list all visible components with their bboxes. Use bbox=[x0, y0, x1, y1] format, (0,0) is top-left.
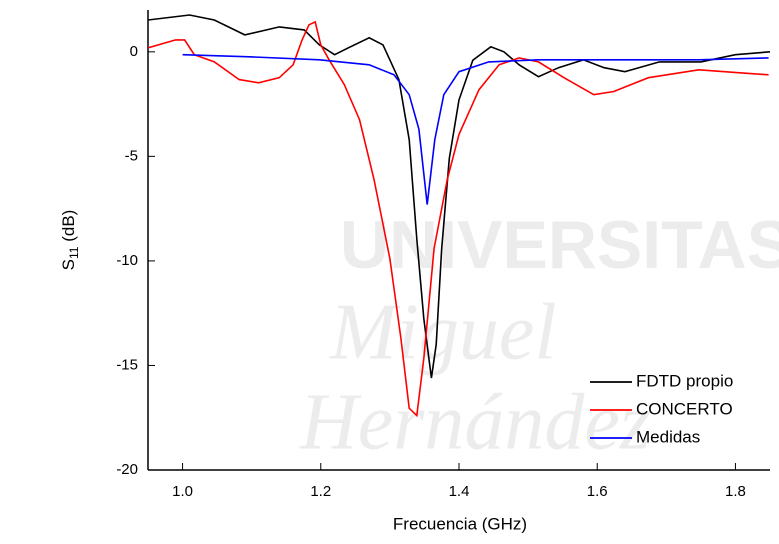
legend-label: CONCERTO bbox=[636, 399, 733, 418]
watermark-text: Hernández bbox=[299, 378, 651, 466]
legend-label: FDTD propio bbox=[636, 371, 733, 390]
y-axis-label-part: (dB) bbox=[59, 210, 78, 247]
plot-lines bbox=[148, 14, 770, 418]
y-tick-label: -15 bbox=[116, 356, 138, 373]
x-tick-label: 1.4 bbox=[449, 483, 470, 500]
watermark: UNIVERSITAS Miguel Hernández bbox=[299, 207, 779, 466]
y-tick-label: -5 bbox=[125, 147, 138, 164]
x-axis-label: Frecuencia (GHz) bbox=[393, 514, 527, 533]
y-axis-label: S11 (dB) bbox=[59, 210, 81, 271]
y-tick-label: 0 bbox=[130, 43, 138, 60]
x-tick-label: 1.0 bbox=[172, 483, 193, 500]
x-tick-label: 1.8 bbox=[725, 483, 746, 500]
series-line bbox=[148, 20, 769, 418]
watermark-text: Miguel bbox=[329, 288, 557, 376]
y-axis-label-part: S bbox=[59, 259, 78, 270]
y-tick-label: -20 bbox=[116, 461, 138, 478]
y-tick-label: -10 bbox=[116, 252, 138, 269]
series-line bbox=[182, 53, 769, 205]
x-tick-label: 1.2 bbox=[310, 483, 331, 500]
legend-label: Medidas bbox=[636, 427, 700, 446]
y-axis-label-sub: 11 bbox=[67, 246, 81, 259]
watermark-text: UNIVERSITAS bbox=[340, 207, 779, 283]
series-line bbox=[148, 14, 770, 379]
x-tick-label: 1.6 bbox=[587, 483, 608, 500]
